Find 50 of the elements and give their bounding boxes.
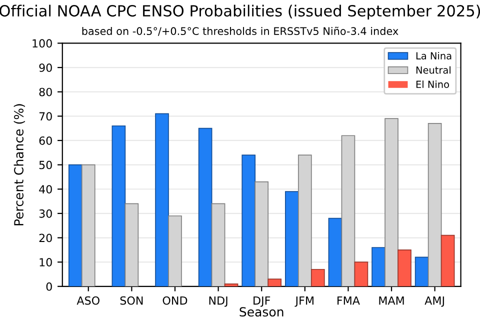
bar [198, 128, 212, 286]
bar [298, 154, 312, 286]
bar [428, 123, 442, 286]
bar [372, 247, 386, 286]
bar [168, 215, 182, 286]
y-tick-label: 80 [39, 88, 52, 96]
x-tick-label: NDJ [209, 296, 228, 307]
y-tick-label: 100 [32, 39, 52, 48]
legend-label: La Nina [416, 52, 452, 60]
bar [440, 234, 455, 286]
bar [341, 135, 356, 286]
bar [354, 262, 368, 286]
bar [112, 125, 126, 286]
bar [81, 164, 96, 286]
y-tick-label: 30 [39, 209, 52, 218]
x-tick-label: FMA [338, 296, 360, 305]
bar [398, 250, 412, 286]
y-tick-label: 70 [39, 112, 52, 121]
bar [68, 164, 82, 286]
y-tick-label: 20 [39, 234, 52, 242]
y-tick-label: 50 [39, 160, 52, 170]
x-tick-label: ASO [76, 296, 100, 305]
bar [242, 154, 256, 286]
x-tick-label: SON [120, 296, 143, 305]
y-tick-label: 0 [46, 282, 52, 291]
y-tick-label: 40 [39, 185, 52, 194]
chart-subtitle: based on -0.5°/+0.5°C thresholds in ERSSTv5 Niño-3.4 index [82, 26, 398, 36]
bar [254, 181, 269, 286]
chart-title: Official NOAA CPC ENSO Probabilities (issued September 2025) [0, 4, 480, 20]
x-tick-label: OND [162, 296, 188, 305]
y-tick-label: 90 [39, 63, 52, 72]
bar [384, 118, 398, 286]
x-axis-title: Season [240, 307, 284, 317]
x-tick-label: AMJ [424, 296, 444, 307]
x-tick-label: JFM [294, 296, 314, 307]
y-tick-label: 10 [40, 258, 52, 266]
y-axis-title: Percent Chance (%) [14, 104, 25, 226]
bar [310, 268, 325, 286]
legend-label: El Nino [416, 80, 449, 88]
bar [328, 218, 342, 286]
bar [284, 191, 299, 286]
x-tick-label: MAM [379, 296, 404, 305]
x-tick-label: DJF [254, 296, 270, 307]
bar [124, 203, 139, 286]
bar [155, 113, 169, 286]
y-tick-label: 60 [39, 136, 52, 145]
bar [414, 256, 429, 286]
legend-label: Neutral [416, 66, 450, 74]
bar [268, 278, 282, 286]
bar [211, 203, 226, 286]
